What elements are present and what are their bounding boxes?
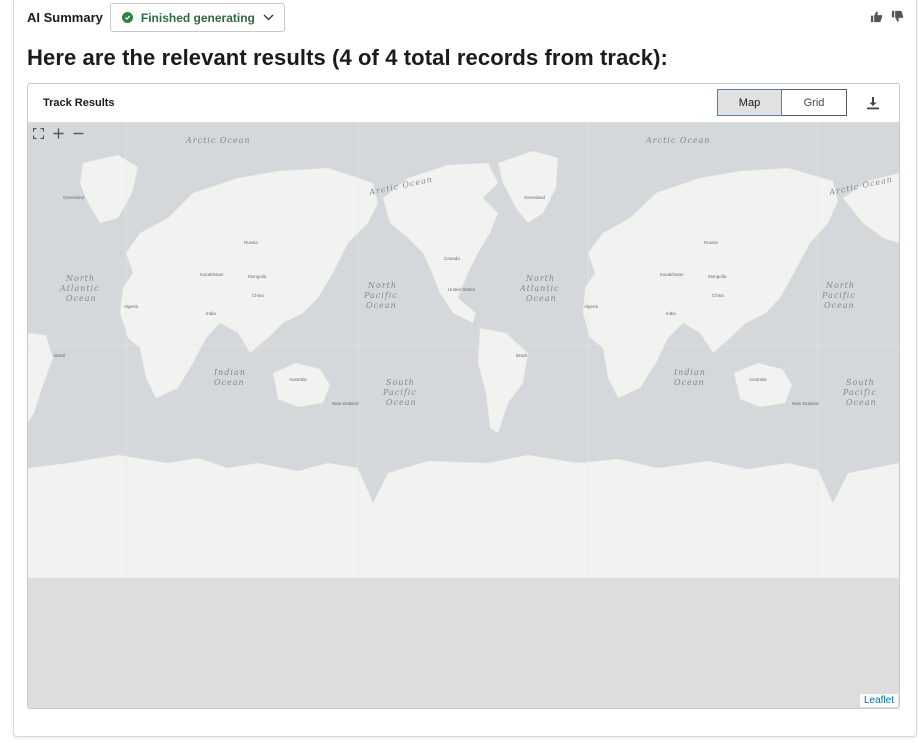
map-controls (33, 128, 84, 139)
north-atlantic-label-l3: Ocean (66, 294, 97, 303)
feedback-buttons (870, 10, 904, 23)
greenland-label: Greenland (63, 195, 85, 200)
north-pacific-label-6: Ocean (824, 301, 855, 310)
north-pacific-label-2: Pacific (363, 291, 398, 300)
brazil-label: Brazil (54, 353, 65, 358)
thumbs-up-icon[interactable] (870, 10, 883, 23)
view-toggle: Map Grid (717, 89, 847, 116)
united-states-label: United States (448, 287, 476, 292)
new-zealand-label: New Zealand (332, 401, 359, 406)
results-heading: Here are the relevant results (4 of 4 to… (27, 45, 668, 70)
zoom-in-icon[interactable] (53, 128, 64, 139)
north-pacific-label-3: Ocean (366, 301, 397, 310)
china-label-2: China (712, 293, 724, 298)
north-atlantic-label-l1: North (65, 274, 95, 283)
indian-ocean-label-3: Indian (673, 368, 706, 377)
kazakhstan-label: Kazakhstan (200, 272, 224, 277)
map-view-button[interactable]: Map (717, 89, 782, 116)
check-circle-icon (121, 12, 133, 23)
indian-ocean-label-2: Ocean (214, 378, 245, 387)
south-pacific-label-6: Ocean (846, 398, 877, 407)
results-header: Track Results Map Grid (28, 84, 899, 123)
indian-ocean-label-1: Indian (213, 368, 246, 377)
south-pacific-label-4: South (846, 378, 875, 387)
fullscreen-icon[interactable] (33, 128, 44, 139)
china-label: China (252, 293, 264, 298)
brazil-label-2: Brazil (516, 353, 527, 358)
new-zealand-label-2: New Zealand (792, 401, 819, 406)
algeria-label: Algeria (124, 304, 139, 309)
north-atlantic-label-r2: Atlantic (519, 284, 560, 293)
russia-label: Russia (244, 240, 258, 245)
north-pacific-label-4: North (825, 281, 855, 290)
mongolia-label: Mongolia (248, 274, 267, 279)
kazakhstan-label-2: Kazakhstan (660, 272, 684, 277)
australia-label: Australia (289, 377, 307, 382)
summary-title: AI Summary (27, 10, 103, 25)
status-label: Finished generating (140, 10, 255, 25)
status-dropdown[interactable]: Finished generating (109, 3, 285, 32)
south-pacific-label-5: Pacific (842, 388, 877, 397)
australia-label-2: Australia (749, 377, 767, 382)
indian-ocean-label-4: Ocean (674, 378, 705, 387)
mongolia-label-2: Mongolia (708, 274, 727, 279)
algeria-label-2: Algeria (584, 304, 599, 309)
greenland-label-2: Greenland (524, 195, 546, 200)
north-atlantic-label-l2: Atlantic (59, 284, 100, 293)
arctic-ocean-label-3: Arctic Ocean (645, 136, 711, 145)
south-pacific-label-2: Pacific (382, 388, 417, 397)
thumbs-down-icon[interactable] (891, 10, 904, 23)
north-atlantic-label-r1: North (525, 274, 555, 283)
map-view[interactable]: Arctic Ocean Arctic Ocean Arctic Ocean A… (28, 123, 899, 708)
south-pacific-label-3: Ocean (386, 398, 417, 407)
chevron-down-icon (263, 14, 274, 21)
results-title: Track Results (43, 97, 115, 109)
zoom-out-icon[interactable] (73, 128, 84, 139)
arctic-ocean-label: Arctic Ocean (185, 136, 251, 145)
north-atlantic-label-r3: Ocean (526, 294, 557, 303)
india-label: India (206, 311, 216, 316)
world-basemap: Arctic Ocean Arctic Ocean Arctic Ocean A… (28, 123, 899, 708)
track-results-card: Track Results Map Grid (27, 83, 900, 709)
leaflet-attribution-link[interactable]: Leaflet (859, 694, 898, 707)
north-pacific-label-5: Pacific (821, 291, 856, 300)
north-pacific-label-1: North (367, 281, 397, 290)
download-icon[interactable] (866, 96, 880, 115)
canada-label: Canada (444, 256, 460, 261)
grid-view-button[interactable]: Grid (782, 89, 847, 116)
india-label-2: India (666, 311, 676, 316)
russia-label-2: Russia (704, 240, 718, 245)
south-pacific-label-1: South (386, 378, 415, 387)
summary-header: AI Summary Finished generating (27, 3, 285, 32)
